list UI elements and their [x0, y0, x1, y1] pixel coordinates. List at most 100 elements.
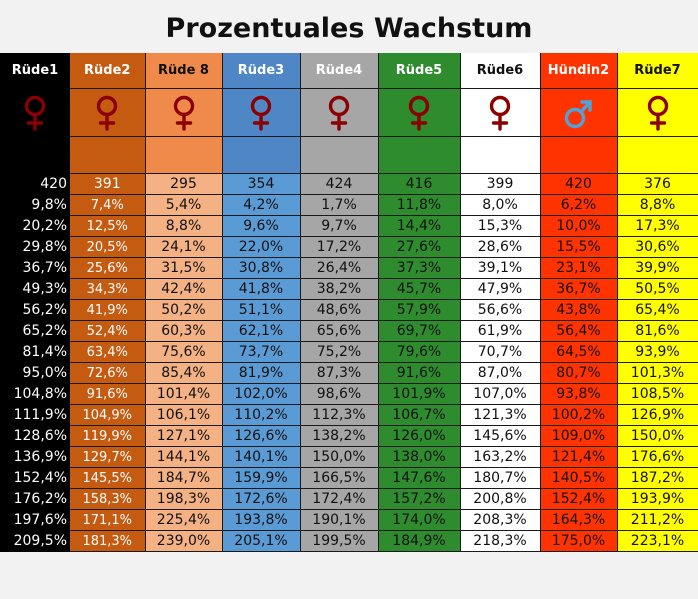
percent-cell: 172,4%	[300, 488, 379, 510]
percent-cell: 152,4%	[0, 467, 70, 489]
percent-cell: 7,4%	[70, 194, 146, 216]
percent-cell: 145,5%	[70, 467, 146, 489]
percent-cell: 65,4%	[617, 299, 698, 321]
percent-cell: 9,6%	[222, 215, 301, 237]
percent-cell: 56,2%	[0, 299, 70, 321]
percent-cell: 72,6%	[70, 362, 146, 384]
percent-cell: 225,4%	[145, 509, 223, 531]
percent-cell: 223,1%	[617, 530, 698, 552]
percent-cell: 45,7%	[378, 278, 461, 300]
percent-cell: 38,2%	[300, 278, 379, 300]
percent-cell: 112,3%	[300, 404, 379, 426]
male-symbol-icon	[564, 99, 592, 128]
percent-cell: 101,9%	[378, 383, 461, 405]
percent-cell: 29,8%	[0, 236, 70, 258]
column-header: Rüde4	[300, 53, 379, 89]
female-symbol-icon	[24, 95, 46, 131]
percent-cell: 166,5%	[300, 467, 379, 489]
percent-cell: 171,1%	[70, 509, 146, 531]
female-symbol-icon	[489, 95, 511, 131]
female-symbol-cell	[0, 88, 70, 137]
percent-cell: 91,6%	[70, 383, 146, 405]
percent-row: 152,4% 145,5% 184,7% 159,9% 166,5% 147,6% 180,…	[0, 467, 698, 489]
percent-row: 65,2% 52,4% 60,3% 62,1% 65,6% 69,7% 61,9% 56,4%…	[0, 320, 698, 342]
male-symbol-cell	[540, 88, 618, 137]
percent-cell: 30,6%	[617, 236, 698, 258]
female-symbol-cell	[222, 88, 301, 137]
female-symbol-cell	[300, 88, 379, 137]
percent-cell: 102,0%	[222, 383, 301, 405]
percent-cell: 119,9%	[70, 425, 146, 447]
percent-cell: 51,1%	[222, 299, 301, 321]
column-header: Rüde 8	[145, 53, 223, 89]
percent-cell: 126,9%	[617, 404, 698, 426]
percent-cell: 209,5%	[0, 530, 70, 552]
percent-cell: 158,3%	[70, 488, 146, 510]
percent-cell: 126,0%	[378, 425, 461, 447]
percent-cell: 48,6%	[300, 299, 379, 321]
percent-cell: 9,8%	[0, 194, 70, 216]
female-symbol-icon	[97, 95, 118, 131]
blank-cell	[70, 136, 146, 174]
percent-cell: 110,2%	[222, 404, 301, 426]
count-cell: 295	[145, 173, 223, 195]
percent-cell: 8,8%	[617, 194, 698, 216]
female-symbol-icon	[328, 95, 350, 131]
percent-cell: 187,2%	[617, 467, 698, 489]
percent-cell: 39,9%	[617, 257, 698, 279]
percent-cell: 157,2%	[378, 488, 461, 510]
percent-cell: 81,4%	[0, 341, 70, 363]
percent-cell: 28,6%	[460, 236, 541, 258]
percent-cell: 36,7%	[540, 278, 618, 300]
percent-cell: 27,6%	[378, 236, 461, 258]
percent-cell: 39,1%	[460, 257, 541, 279]
count-row: 420 391 295 354 424 416 399 420 376	[0, 173, 698, 195]
percent-cell: 43,8%	[540, 299, 618, 321]
percent-row: 104,8% 91,6% 101,4% 102,0% 98,6% 101,9% 107,0%…	[0, 383, 698, 405]
blank-row	[0, 136, 698, 174]
percent-cell: 91,6%	[378, 362, 461, 384]
female-symbol-cell	[145, 88, 223, 137]
blank-cell	[222, 136, 301, 174]
percent-row: 136,9% 129,7% 144,1% 140,1% 150,0% 138,0% 163,…	[0, 446, 698, 468]
percent-cell: 140,1%	[222, 446, 301, 468]
percent-cell: 9,7%	[300, 215, 379, 237]
percent-row: 29,8% 20,5% 24,1% 22,0% 17,2% 27,6% 28,6% 15,5%…	[0, 236, 698, 258]
percent-cell: 200,8%	[460, 488, 541, 510]
percent-cell: 159,9%	[222, 467, 301, 489]
percent-cell: 22,0%	[222, 236, 301, 258]
count-cell: 399	[460, 173, 541, 195]
percent-row: 197,6% 171,1% 225,4% 193,8% 190,1% 174,0% 208,…	[0, 509, 698, 531]
count-cell: 354	[222, 173, 301, 195]
blank-cell	[0, 136, 70, 174]
percent-cell: 104,9%	[70, 404, 146, 426]
percent-cell: 81,9%	[222, 362, 301, 384]
percent-cell: 193,9%	[617, 488, 698, 510]
count-cell: 376	[617, 173, 698, 195]
percent-cell: 17,2%	[300, 236, 379, 258]
blank-cell	[378, 136, 461, 174]
percent-row: 9,8% 7,4% 5,4% 4,2% 1,7% 11,8% 8,0% 6,2% 8,8%	[0, 194, 698, 216]
percent-cell: 75,2%	[300, 341, 379, 363]
percent-cell: 164,3%	[540, 509, 618, 531]
percent-cell: 199,5%	[300, 530, 379, 552]
percent-cell: 49,3%	[0, 278, 70, 300]
percent-cell: 150,0%	[617, 425, 698, 447]
count-cell: 416	[378, 173, 461, 195]
percent-cell: 61,9%	[460, 320, 541, 342]
percent-cell: 60,3%	[145, 320, 223, 342]
percent-cell: 208,3%	[460, 509, 541, 531]
percent-cell: 5,4%	[145, 194, 223, 216]
percent-cell: 81,6%	[617, 320, 698, 342]
percent-cell: 175,0%	[540, 530, 618, 552]
percent-cell: 50,2%	[145, 299, 223, 321]
percent-cell: 218,3%	[460, 530, 541, 552]
header-row: Rüde1 Rüde2 Rüde 8 Rüde3 Rüde4 Rüde5 Rüde6 Hünd…	[0, 53, 698, 89]
percent-cell: 193,8%	[222, 509, 301, 531]
percent-cell: 24,1%	[145, 236, 223, 258]
percent-cell: 144,1%	[145, 446, 223, 468]
percent-cell: 56,4%	[540, 320, 618, 342]
percent-cell: 25,6%	[70, 257, 146, 279]
percent-cell: 198,3%	[145, 488, 223, 510]
percent-cell: 128,6%	[0, 425, 70, 447]
